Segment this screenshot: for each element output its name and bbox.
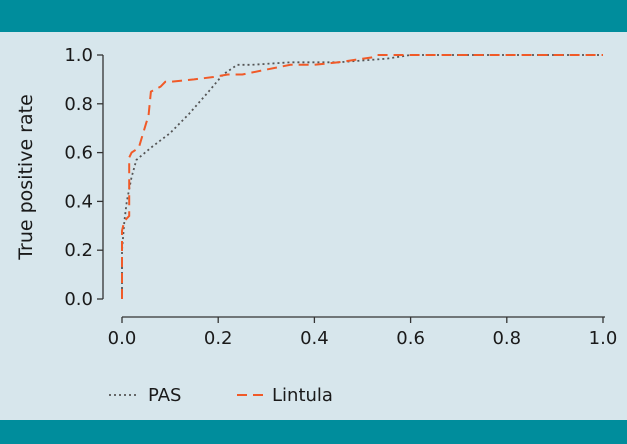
legend-label-pas: PAS <box>148 385 181 406</box>
y-tick-label: 0.0 <box>64 289 93 310</box>
x-tick-label: 0.4 <box>300 328 329 349</box>
series-layer <box>121 54 603 299</box>
top-band <box>0 0 627 32</box>
y-tick-label: 0.4 <box>64 191 93 212</box>
y-tick-label: 0.6 <box>64 143 93 164</box>
bottom-band <box>0 420 627 444</box>
x-tick-label: 0.8 <box>492 328 521 349</box>
series-line-pas <box>121 54 603 299</box>
y-tick-label: 1.0 <box>64 45 93 66</box>
x-ticks: 0.0 0.2 0.4 0.6 0.8 1.0 <box>108 317 618 349</box>
x-tick-label: 0.0 <box>108 328 137 349</box>
x-tick-label: 0.6 <box>396 328 425 349</box>
legend-label-lintula: Lintula <box>272 385 333 406</box>
y-tick-label: 0.2 <box>64 240 93 261</box>
axes-layer <box>102 55 605 318</box>
y-axis-title: True positive rate <box>15 94 37 261</box>
x-tick-label: 0.2 <box>204 328 233 349</box>
y-tick-label: 0.8 <box>64 94 93 115</box>
y-ticks: 0.0 0.2 0.4 0.6 0.8 1.0 <box>64 45 103 310</box>
x-tick-label: 1.0 <box>589 328 618 349</box>
series-line-lintula <box>121 54 603 299</box>
legend: PAS Lintula <box>109 385 333 406</box>
